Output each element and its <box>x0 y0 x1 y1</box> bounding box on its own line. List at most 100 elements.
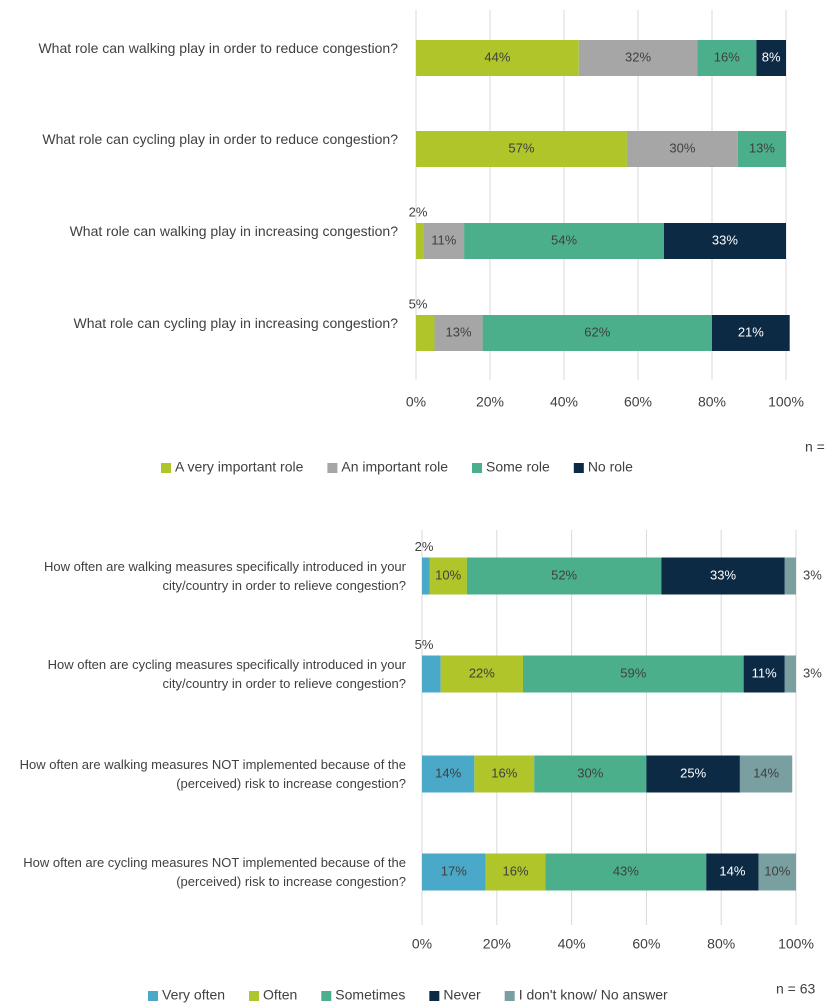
bar-segment <box>482 315 712 351</box>
category-label: How often are cycling measures NOT imple… <box>23 855 406 889</box>
bar-segment <box>416 223 424 259</box>
bar-segment <box>416 315 435 351</box>
bar-segment <box>466 557 662 595</box>
bar-segment <box>743 655 785 693</box>
data-label: 13% <box>446 324 472 339</box>
note: n = 63 <box>805 439 826 455</box>
legend-swatch <box>573 463 584 473</box>
bar-segment <box>661 557 785 595</box>
bar-segment <box>422 655 441 693</box>
legend-swatch <box>249 991 260 1001</box>
bar-segment <box>422 557 430 595</box>
data-label: 62% <box>584 324 610 339</box>
data-label: 11% <box>431 232 456 247</box>
data-label: 2% <box>409 204 428 219</box>
bar-segment <box>422 853 486 891</box>
data-label: 13% <box>749 140 775 155</box>
data-label: 17% <box>441 863 467 878</box>
category-label: What role can walking play in order to r… <box>38 40 398 56</box>
data-label: 21% <box>738 324 764 339</box>
data-label: 10% <box>764 863 790 878</box>
bar-segment <box>522 655 744 693</box>
data-label: 5% <box>409 296 428 311</box>
data-label: 43% <box>613 863 639 878</box>
x-tick-label: 100% <box>778 936 814 952</box>
data-label: 14% <box>435 765 461 780</box>
data-label: 32% <box>625 49 651 64</box>
data-label: 11% <box>752 665 777 680</box>
legend-label: I don't know/ No answer <box>519 987 668 1003</box>
x-tick-label: 60% <box>632 936 660 952</box>
category-label: How often are cycling measures specifica… <box>47 657 406 691</box>
legend-label: Very often <box>162 987 225 1003</box>
legend-label: Sometimes <box>335 987 405 1003</box>
data-label: 10% <box>435 567 461 582</box>
x-tick-label: 100% <box>768 394 804 410</box>
data-label: 25% <box>680 765 706 780</box>
legend-label: Some role <box>486 459 550 475</box>
legend-swatch <box>321 991 332 1001</box>
category-label: What role can cycling play in increasing… <box>73 315 398 331</box>
data-label: 44% <box>484 49 510 64</box>
data-label: 33% <box>712 232 738 247</box>
x-tick-label: 80% <box>707 936 735 952</box>
category-label: What role can walking play in increasing… <box>69 223 398 239</box>
x-tick-label: 0% <box>406 394 426 410</box>
bar-segment <box>545 853 707 891</box>
data-label: 14% <box>719 863 745 878</box>
bar-segment <box>464 223 664 259</box>
bar-segment <box>758 853 796 891</box>
data-label: 14% <box>753 765 779 780</box>
data-label: 3% <box>803 567 822 582</box>
legend-swatch <box>504 991 515 1001</box>
legend-label: Often <box>263 987 297 1003</box>
data-label: 22% <box>469 665 495 680</box>
data-label: 16% <box>502 863 528 878</box>
bar-segment <box>474 755 535 793</box>
data-label: 59% <box>620 665 646 680</box>
bar-segment <box>429 557 467 595</box>
legend-label: An important role <box>341 459 448 475</box>
legend-label: No role <box>588 459 633 475</box>
bar-segment <box>534 755 647 793</box>
x-tick-label: 20% <box>476 394 504 410</box>
bar-segment <box>485 853 546 891</box>
bar-segment <box>440 655 523 693</box>
bar-segment <box>578 40 698 76</box>
data-label: 5% <box>415 637 434 652</box>
data-label: 33% <box>710 567 736 582</box>
legend-label: A very important role <box>175 459 304 475</box>
data-label: 16% <box>491 765 517 780</box>
bar-segment <box>416 131 627 167</box>
x-tick-label: 40% <box>550 394 578 410</box>
bar-segment <box>422 755 475 793</box>
data-label: 54% <box>551 232 577 247</box>
legend-swatch <box>429 991 440 1001</box>
data-label: 2% <box>415 539 434 554</box>
bar-segment <box>626 131 738 167</box>
x-tick-label: 20% <box>483 936 511 952</box>
legend-swatch <box>161 463 171 473</box>
data-label: 30% <box>669 140 695 155</box>
bar-segment <box>434 315 483 351</box>
bar-segment <box>646 755 740 793</box>
bar-segment <box>697 40 757 76</box>
data-label: 16% <box>714 49 740 64</box>
category-label: How often are walking measures specifica… <box>43 559 406 593</box>
bar-segment <box>737 131 786 167</box>
data-label: 57% <box>508 140 534 155</box>
legend-swatch <box>148 991 158 1001</box>
legend-swatch <box>472 463 482 473</box>
bar-segment <box>712 315 790 351</box>
data-label: 8% <box>762 49 781 64</box>
category-label: How often are walking measures NOT imple… <box>19 757 406 791</box>
bar-segment <box>663 223 786 259</box>
x-tick-label: 60% <box>624 394 652 410</box>
data-label: 52% <box>551 567 577 582</box>
bar-segment <box>706 853 759 891</box>
bar-segment <box>739 755 793 793</box>
data-label: 30% <box>577 765 603 780</box>
x-tick-label: 80% <box>698 394 726 410</box>
bar-segment <box>416 40 579 76</box>
